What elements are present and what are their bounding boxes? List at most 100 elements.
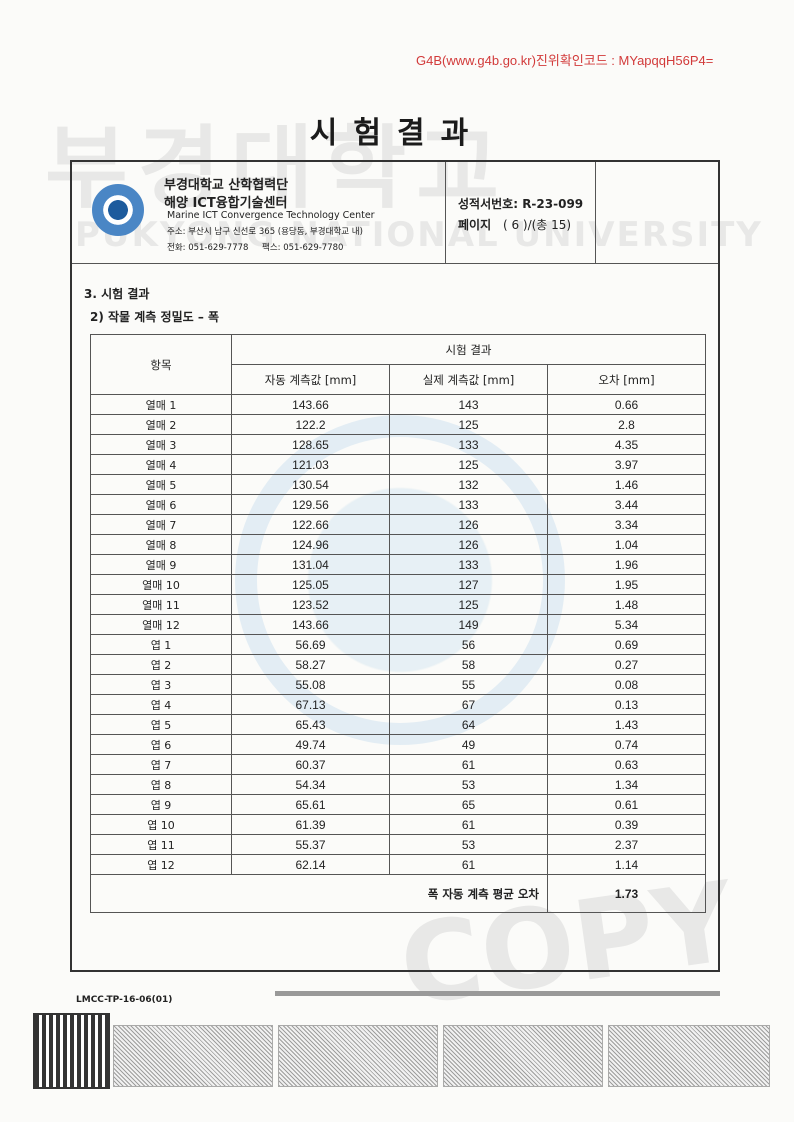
- auto-value-cell: 125.05: [232, 575, 390, 595]
- actual-value-cell: 126: [390, 515, 548, 535]
- item-cell: 엽 10: [91, 815, 232, 835]
- item-cell: 열매 1: [91, 395, 232, 415]
- report-header: 부경대학교 산학협력단 해양 ICT융합기술센터 Marine ICT Conv…: [72, 162, 718, 264]
- barcode-strip: [113, 1025, 273, 1087]
- table-row: 엽 649.74490.74: [91, 735, 706, 755]
- table-row: 엽 1061.39610.39: [91, 815, 706, 835]
- auto-value-cell: 54.34: [232, 775, 390, 795]
- actual-value-cell: 133: [390, 495, 548, 515]
- total-label: 폭 자동 계측 평균 오차: [232, 875, 548, 913]
- auto-value-cell: 60.37: [232, 755, 390, 775]
- item-cell: 열매 10: [91, 575, 232, 595]
- error-cell: 0.13: [548, 695, 706, 715]
- error-cell: 3.44: [548, 495, 706, 515]
- center-name: 해양 ICT융합기술센터: [164, 192, 287, 211]
- table-row: 열매 8124.961261.04: [91, 535, 706, 555]
- error-cell: 1.14: [548, 855, 706, 875]
- total-value: 1.73: [548, 875, 706, 913]
- actual-value-cell: 58: [390, 655, 548, 675]
- item-cell: 열매 6: [91, 495, 232, 515]
- item-cell: 엽 8: [91, 775, 232, 795]
- error-cell: 3.97: [548, 455, 706, 475]
- col-header: 자동 계측값 [mm]: [232, 365, 390, 395]
- auto-value-cell: 49.74: [232, 735, 390, 755]
- item-cell: 엽 6: [91, 735, 232, 755]
- table-row: 열매 2122.21252.8: [91, 415, 706, 435]
- item-cell: 엽 4: [91, 695, 232, 715]
- auto-value-cell: 65.43: [232, 715, 390, 735]
- form-code: LMCC-TP-16-06(01): [76, 995, 172, 1005]
- actual-value-cell: 149: [390, 615, 548, 635]
- item-cell: 열매 8: [91, 535, 232, 555]
- error-cell: 2.8: [548, 415, 706, 435]
- table-row: 엽 156.69560.69: [91, 635, 706, 655]
- col-header: 오차 [mm]: [548, 365, 706, 395]
- item-header: 항목: [91, 335, 232, 395]
- col-header: 실제 계측값 [mm]: [390, 365, 548, 395]
- actual-value-cell: 53: [390, 775, 548, 795]
- auto-value-cell: 123.52: [232, 595, 390, 615]
- error-cell: 0.63: [548, 755, 706, 775]
- report-box: 부경대학교 산학협력단 해양 ICT융합기술센터 Marine ICT Conv…: [70, 160, 720, 972]
- actual-value-cell: 61: [390, 855, 548, 875]
- actual-value-cell: 125: [390, 455, 548, 475]
- verification-code: G4B(www.g4b.go.kr)진위확인코드 : MYapqqH56P4=: [416, 50, 713, 69]
- actual-value-cell: 56: [390, 635, 548, 655]
- error-cell: 0.39: [548, 815, 706, 835]
- table-row: 엽 258.27580.27: [91, 655, 706, 675]
- table-row: 열매 3128.651334.35: [91, 435, 706, 455]
- phone: 전화: 051-629-7778: [167, 241, 248, 253]
- table-row: 열매 5130.541321.46: [91, 475, 706, 495]
- actual-value-cell: 126: [390, 535, 548, 555]
- university-logo: [92, 184, 144, 236]
- auto-value-cell: 121.03: [232, 455, 390, 475]
- actual-value-cell: 65: [390, 795, 548, 815]
- report-no-label: 성적서번호:: [458, 197, 518, 211]
- table-row: 열매 11123.521251.48: [91, 595, 706, 615]
- footer-rule: [275, 991, 720, 996]
- item-cell: 열매 4: [91, 455, 232, 475]
- error-cell: 0.66: [548, 395, 706, 415]
- item-cell: 열매 12: [91, 615, 232, 635]
- auto-value-cell: 65.61: [232, 795, 390, 815]
- error-cell: 0.61: [548, 795, 706, 815]
- table-row: 엽 760.37610.63: [91, 755, 706, 775]
- fax: 팩스: 051-629-7780: [262, 241, 343, 253]
- auto-value-cell: 55.08: [232, 675, 390, 695]
- results-table: 항목 시험 결과 자동 계측값 [mm] 실제 계측값 [mm] 오차 [mm]…: [90, 334, 706, 913]
- auto-value-cell: 62.14: [232, 855, 390, 875]
- page-label: 페이지: [458, 218, 491, 232]
- auto-value-cell: 55.37: [232, 835, 390, 855]
- table-row: 열매 1143.661430.66: [91, 395, 706, 415]
- error-cell: 1.96: [548, 555, 706, 575]
- section-heading: 3. 시험 결과: [84, 285, 149, 302]
- error-cell: 1.46: [548, 475, 706, 495]
- item-cell: 엽 3: [91, 675, 232, 695]
- error-cell: 1.48: [548, 595, 706, 615]
- table-row: 열매 4121.031253.97: [91, 455, 706, 475]
- error-cell: 1.04: [548, 535, 706, 555]
- error-cell: 0.74: [548, 735, 706, 755]
- table-row: 열매 10125.051271.95: [91, 575, 706, 595]
- actual-value-cell: 125: [390, 415, 548, 435]
- actual-value-cell: 133: [390, 435, 548, 455]
- error-cell: 5.34: [548, 615, 706, 635]
- item-cell: 엽 7: [91, 755, 232, 775]
- divider: [445, 162, 446, 264]
- actual-value-cell: 132: [390, 475, 548, 495]
- table-row: 열매 12143.661495.34: [91, 615, 706, 635]
- table-row: 엽 467.13670.13: [91, 695, 706, 715]
- org-name: 부경대학교 산학협력단: [164, 174, 288, 193]
- error-cell: 1.95: [548, 575, 706, 595]
- item-cell: 열매 9: [91, 555, 232, 575]
- barcode-strip: [608, 1025, 770, 1087]
- barcode-strip: [443, 1025, 603, 1087]
- table-row: 열매 6129.561333.44: [91, 495, 706, 515]
- auto-value-cell: 122.2: [232, 415, 390, 435]
- auto-value-cell: 131.04: [232, 555, 390, 575]
- item-cell: 열매 3: [91, 435, 232, 455]
- item-cell: 열매 7: [91, 515, 232, 535]
- actual-value-cell: 53: [390, 835, 548, 855]
- error-cell: 3.34: [548, 515, 706, 535]
- actual-value-cell: 55: [390, 675, 548, 695]
